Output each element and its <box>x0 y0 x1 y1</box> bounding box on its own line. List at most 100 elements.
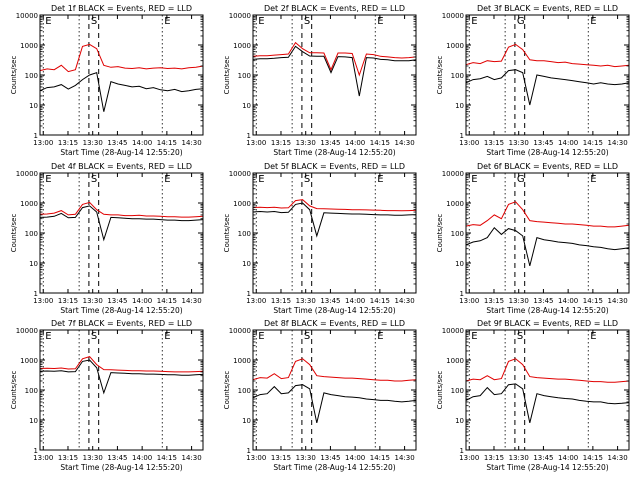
marker-label: S <box>91 331 97 342</box>
x-tick-label: 13:00 <box>459 454 479 462</box>
x-tick-label: 14:30 <box>181 454 201 462</box>
x-tick-label: 13:15 <box>484 297 504 305</box>
y-tick-label: 10 <box>242 260 251 268</box>
series-line-events <box>465 69 630 106</box>
y-axis-label: Counts/sec <box>10 56 18 95</box>
y-tick-label: 1 <box>34 132 38 140</box>
y-tick-label: 100 <box>238 230 251 238</box>
marker-label: E <box>471 174 477 185</box>
x-tick-label: 13:45 <box>107 139 127 147</box>
y-tick-label: 10 <box>242 417 251 425</box>
x-axis-label: Start Time (28-Aug-14 12:55:20) <box>60 148 182 157</box>
x-tick-label: 14:00 <box>132 454 152 462</box>
x-tick-label: 14:30 <box>394 454 414 462</box>
x-axis-label: Start Time (28-Aug-14 12:55:20) <box>273 306 395 315</box>
x-tick-label: 13:15 <box>271 454 291 462</box>
y-tick-label: 10000 <box>16 327 38 335</box>
x-axis-label: Start Time (28-Aug-14 12:55:20) <box>486 306 608 315</box>
x-tick-label: 14:15 <box>583 139 603 147</box>
x-tick-label: 14:00 <box>558 454 578 462</box>
x-axis-label: Start Time (28-Aug-14 12:55:20) <box>486 148 608 157</box>
y-tick-label: 1000 <box>446 200 464 208</box>
marker-label: E <box>590 331 596 342</box>
x-tick-label: 13:30 <box>296 139 316 147</box>
x-axis-label: Start Time (28-Aug-14 12:55:20) <box>60 306 182 315</box>
y-tick-label: 1 <box>460 290 464 298</box>
y-tick-label: 10000 <box>16 170 38 178</box>
x-tick-label: 13:45 <box>533 139 553 147</box>
y-tick-label: 1000 <box>20 357 38 365</box>
marker-label: E <box>377 331 383 342</box>
x-tick-label: 13:00 <box>33 454 53 462</box>
marker-label: E <box>258 16 264 27</box>
marker-label: E <box>377 174 383 185</box>
y-tick-label: 1 <box>460 447 464 455</box>
x-tick-label: 13:15 <box>58 454 78 462</box>
series-line-events <box>39 359 204 395</box>
y-axis-label: Counts/sec <box>436 371 444 410</box>
y-tick-label: 1000 <box>233 200 251 208</box>
x-tick-label: 13:00 <box>459 139 479 147</box>
y-tick-label: 10000 <box>442 12 464 20</box>
series-line-lld <box>465 358 630 383</box>
y-tick-label: 100 <box>451 230 464 238</box>
y-tick-label: 1000 <box>233 42 251 50</box>
y-tick-label: 10000 <box>16 12 38 20</box>
panel-title: Det 9f BLACK = Events, RED = LLD <box>477 319 618 328</box>
y-tick-label: 100 <box>25 230 38 238</box>
series-line-events <box>39 71 204 112</box>
panel-title: Det 2f BLACK = Events, RED = LLD <box>264 4 405 13</box>
y-tick-label: 100 <box>25 387 38 395</box>
y-tick-label: 100 <box>451 72 464 80</box>
panel-title: Det 4f BLACK = Events, RED = LLD <box>51 162 192 171</box>
x-tick-label: 14:00 <box>345 454 365 462</box>
y-tick-label: 1000 <box>446 42 464 50</box>
y-tick-label: 1000 <box>233 357 251 365</box>
x-tick-label: 13:15 <box>271 297 291 305</box>
x-tick-label: 13:00 <box>33 139 53 147</box>
x-tick-label: 13:45 <box>107 297 127 305</box>
y-tick-label: 1000 <box>20 42 38 50</box>
series-line-lld <box>465 43 630 68</box>
x-tick-label: 14:15 <box>370 139 390 147</box>
y-axis-label: Counts/sec <box>436 56 444 95</box>
x-tick-label: 14:00 <box>345 139 365 147</box>
y-axis-label: Counts/sec <box>223 214 231 253</box>
series-line-events <box>465 226 630 267</box>
panel-title: Det 8f BLACK = Events, RED = LLD <box>264 319 405 328</box>
x-tick-label: 13:15 <box>484 454 504 462</box>
x-tick-label: 13:30 <box>509 139 529 147</box>
x-tick-label: 13:45 <box>320 297 340 305</box>
x-tick-label: 14:30 <box>394 297 414 305</box>
y-tick-label: 10000 <box>229 170 251 178</box>
y-tick-label: 1000 <box>20 200 38 208</box>
y-tick-label: 1 <box>34 447 38 455</box>
x-tick-label: 14:15 <box>583 297 603 305</box>
marker-label: S <box>304 331 310 342</box>
marker-label: E <box>164 174 170 185</box>
x-tick-label: 14:15 <box>583 454 603 462</box>
x-tick-label: 14:00 <box>345 297 365 305</box>
plot-frame <box>465 14 630 136</box>
panel-title: Det 1f BLACK = Events, RED = LLD <box>51 4 192 13</box>
plot-frame <box>252 172 417 294</box>
panel-title: Det 3f BLACK = Events, RED = LLD <box>477 4 618 13</box>
x-tick-label: 13:00 <box>33 297 53 305</box>
y-tick-label: 100 <box>451 387 464 395</box>
y-tick-label: 10 <box>455 102 464 110</box>
marker-label: E <box>590 16 596 27</box>
marker-label: E <box>471 16 477 27</box>
series-line-events <box>252 384 417 424</box>
y-axis-label: Counts/sec <box>436 214 444 253</box>
x-tick-label: 13:00 <box>246 454 266 462</box>
marker-label: S <box>304 174 310 185</box>
y-tick-label: 100 <box>238 72 251 80</box>
plot-frame <box>39 14 204 136</box>
y-tick-label: 10 <box>242 102 251 110</box>
x-tick-label: 13:30 <box>509 297 529 305</box>
x-tick-label: 14:00 <box>132 297 152 305</box>
